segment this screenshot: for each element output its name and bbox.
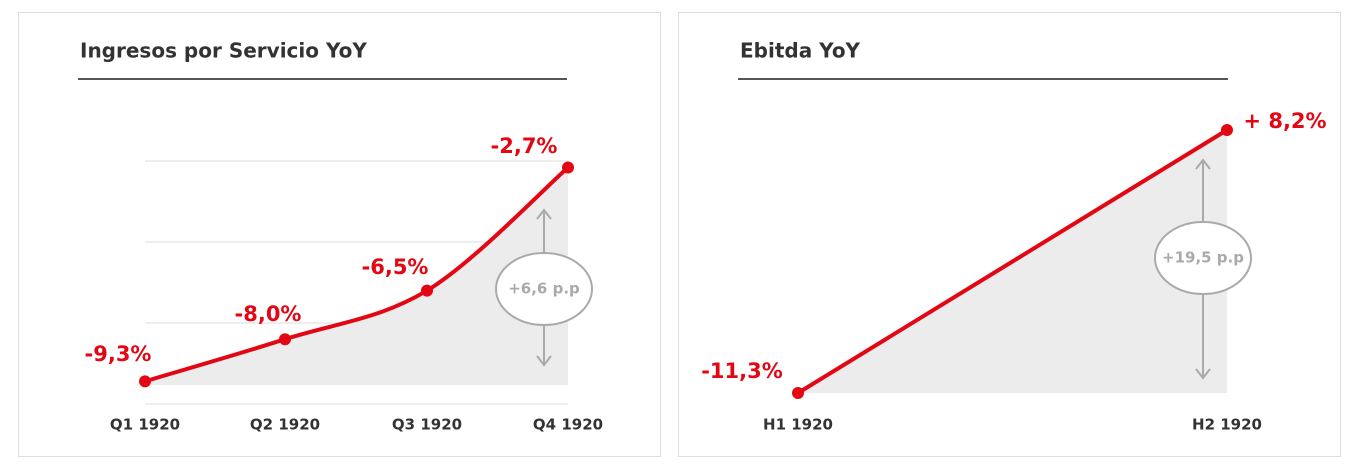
annotation: +6,6 p.p xyxy=(508,280,580,298)
x-tick-label: Q4 1920 xyxy=(533,416,603,434)
arrow-head xyxy=(1195,158,1211,170)
annotation-badge xyxy=(495,252,593,326)
x-tick-label: Q2 1920 xyxy=(250,416,320,434)
arrow-head xyxy=(536,355,552,367)
chart-title: Ingresos por Servicio YoY xyxy=(80,39,367,63)
value-label: -11,3% xyxy=(701,359,783,383)
x-tick-label: H2 1920 xyxy=(1192,416,1262,434)
x-tick-label: Q1 1920 xyxy=(110,416,180,434)
point xyxy=(562,161,574,174)
point xyxy=(139,375,151,388)
line xyxy=(796,128,1229,395)
x-tick-label: Q3 1920 xyxy=(392,416,462,434)
point xyxy=(1221,124,1233,136)
annotation-badge xyxy=(1154,221,1252,295)
line xyxy=(144,165,570,384)
value-label: + 8,2% xyxy=(1243,109,1326,133)
x-tick-label: H1 1920 xyxy=(763,416,833,434)
point xyxy=(792,387,804,399)
value-label: -6,5% xyxy=(362,255,429,279)
annotation: +19,5 p.p xyxy=(1162,249,1244,267)
chart-title: Ebitda YoY xyxy=(740,39,861,63)
value-label: -2,7% xyxy=(491,134,558,158)
value-label: -9,3% xyxy=(85,342,152,366)
area xyxy=(145,167,568,385)
value-label: -8,0% xyxy=(235,302,302,326)
arrow-head xyxy=(1195,368,1211,380)
arrow-head xyxy=(536,208,552,220)
point xyxy=(421,284,433,297)
point xyxy=(279,333,291,346)
